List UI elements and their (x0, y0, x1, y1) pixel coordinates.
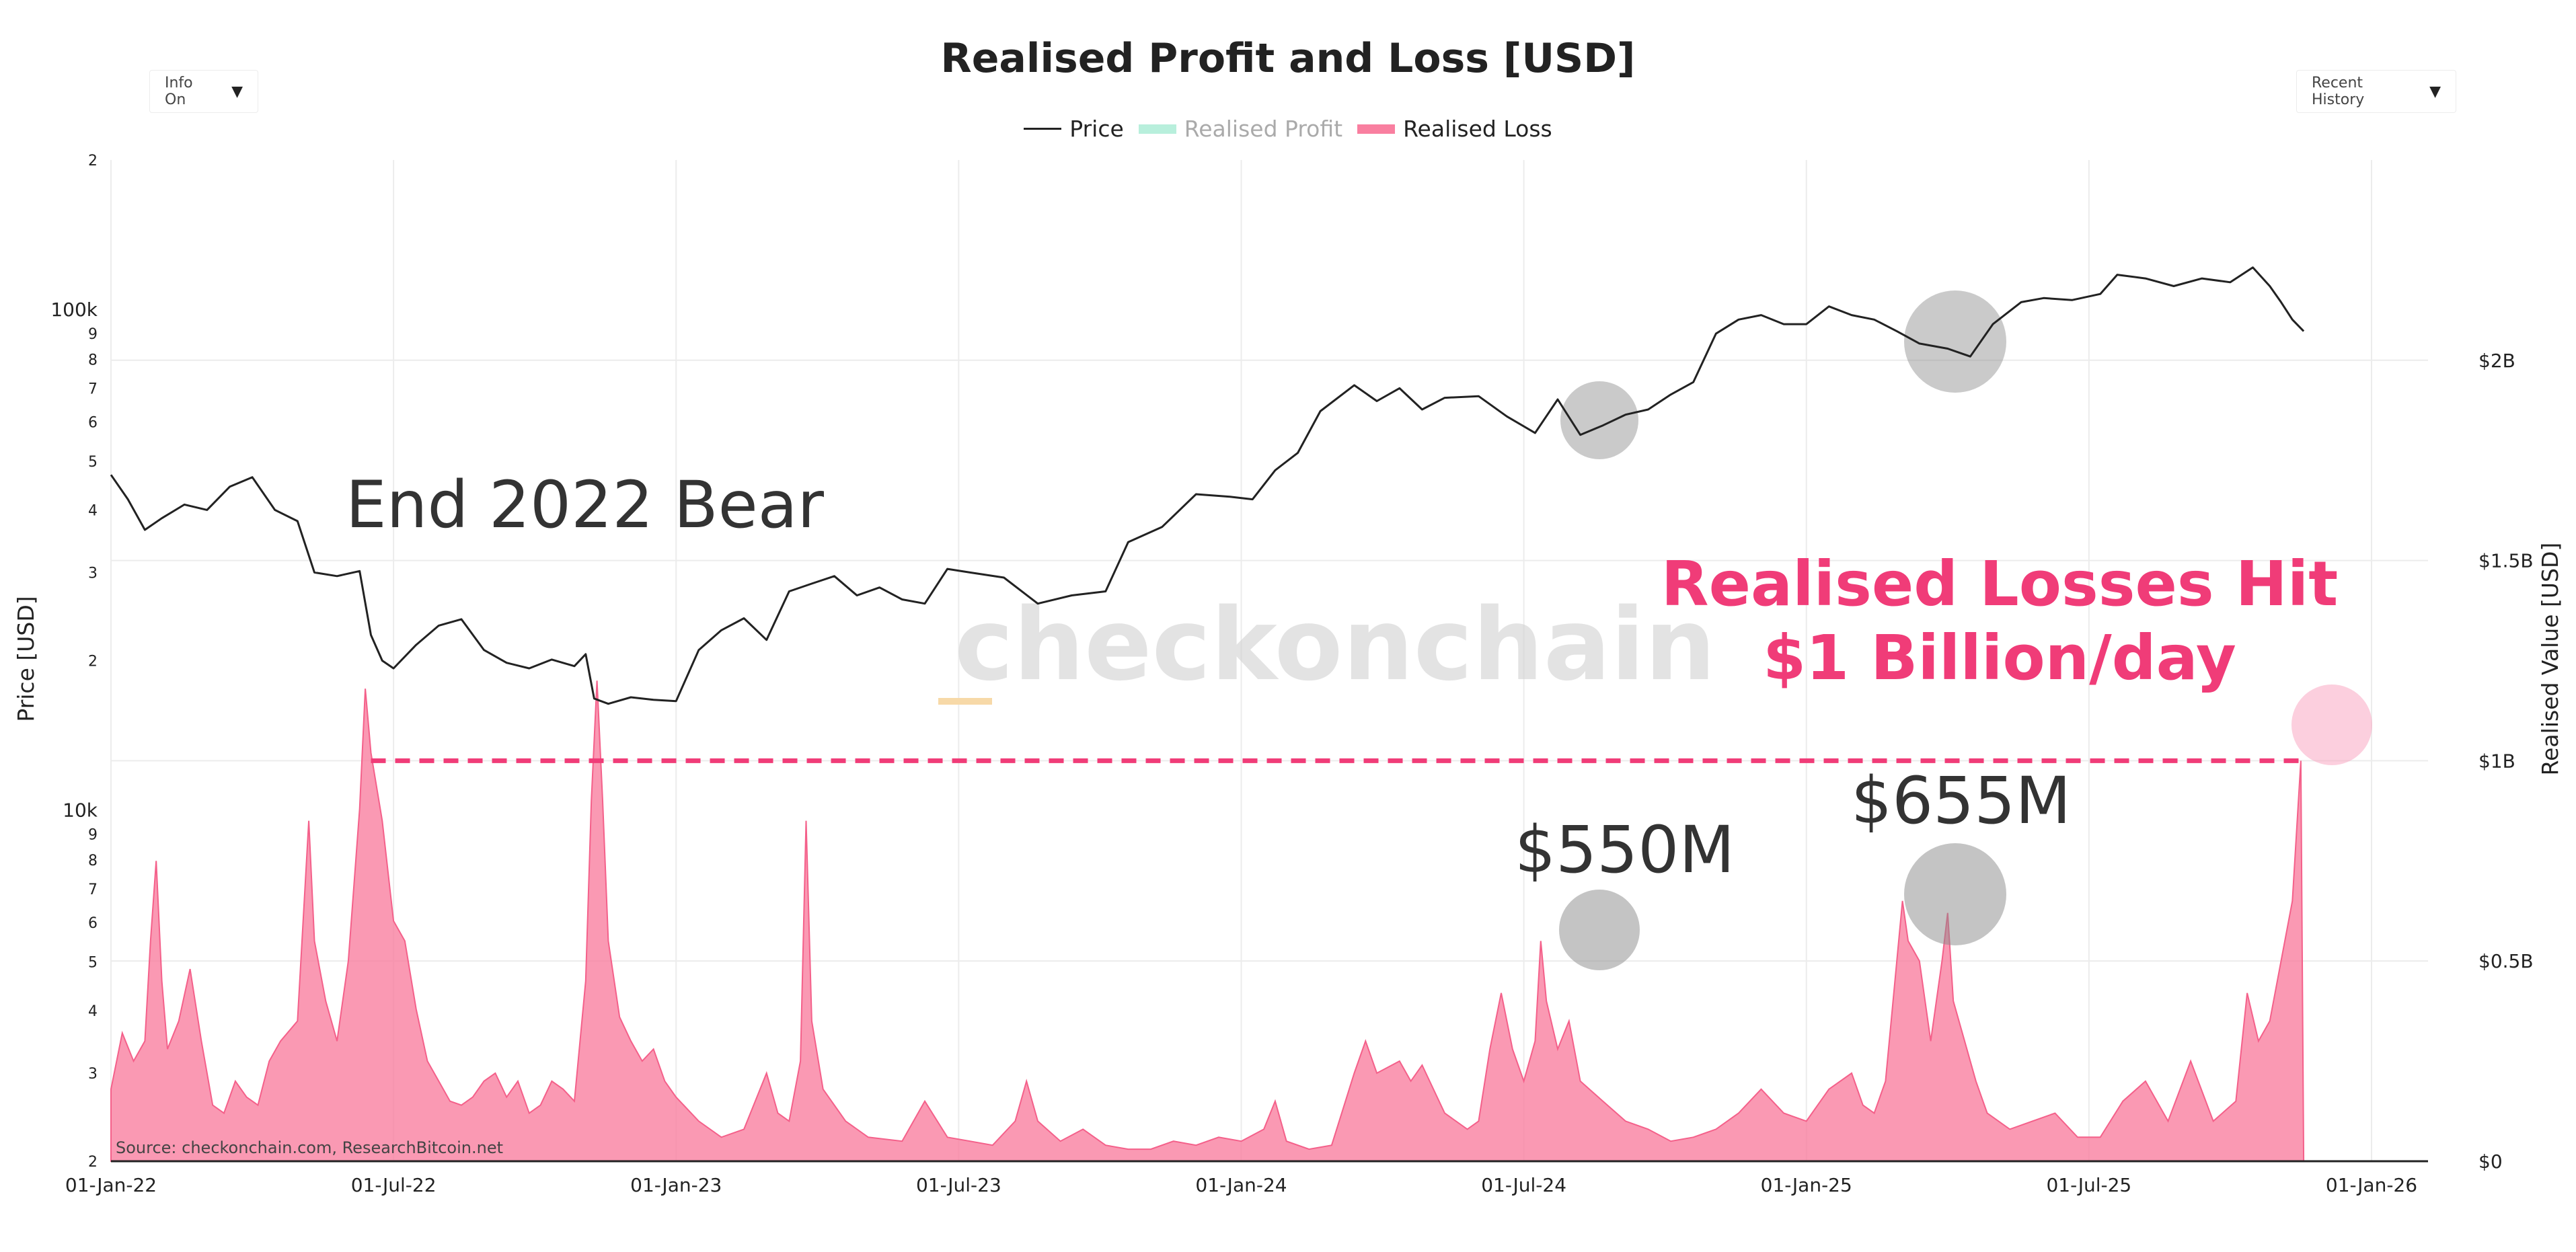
x-tick-label: 01-Jul-25 (2046, 1174, 2131, 1196)
left-tick-label: 9 (88, 827, 98, 844)
watermark: checkonchain (954, 587, 1716, 703)
right-tick-label: $0 (2478, 1150, 2503, 1173)
chevron-down-icon: ▼ (2429, 83, 2441, 100)
right-tick-label: $1B (2478, 750, 2515, 772)
left-tick-label: 3 (88, 1066, 98, 1083)
highlight-circle-loss-655m (1904, 843, 2006, 945)
x-tick-label: 01-Jul-23 (916, 1174, 1001, 1196)
legend-profit-label: Realised Profit (1184, 116, 1343, 142)
right-axis-label: Realised Value [USD] (2537, 543, 2563, 776)
highlight-circle-price-2024 (1560, 381, 1638, 459)
legend-loss-label: Realised Loss (1403, 116, 1552, 142)
left-tick-label: 4 (88, 1003, 98, 1020)
left-tick-label: 7 (88, 882, 98, 898)
profit-marker (938, 698, 992, 705)
x-tick-label: 01-Jul-22 (351, 1174, 437, 1196)
annotation-losses-hit-line1: Realised Losses Hit (1661, 548, 2338, 620)
right-tick-label: $2B (2478, 350, 2515, 372)
realised-loss-area (110, 680, 2305, 1162)
right-tick-label: $0.5B (2478, 950, 2534, 972)
left-axis-ticks: 2 3 4 5 6 7 8 9 10k 2 3 4 5 6 7 8 9 100k 2 (50, 153, 98, 1171)
chart-legend: Price Realised Profit Realised Loss (0, 116, 2576, 142)
x-axis-ticks: 01-Jan-22 01-Jul-22 01-Jan-23 01-Jul-23 01-J… (65, 1174, 2417, 1196)
left-tick-label: 100k (50, 299, 98, 321)
x-tick-label: 01-Jan-24 (1195, 1174, 1287, 1196)
legend-profit-swatch (1138, 124, 1176, 134)
highlight-circle-loss-550m (1559, 890, 1640, 970)
left-tick-label: 3 (88, 565, 98, 582)
left-tick-label: 2 (88, 1154, 98, 1171)
x-tick-label: 01-Jan-23 (630, 1174, 722, 1196)
chevron-down-icon: ▼ (231, 83, 243, 100)
legend-item-price[interactable]: Price (1024, 116, 1124, 142)
left-tick-label: 8 (88, 352, 98, 368)
chart-title: Realised Profit and Loss [USD] (940, 35, 1636, 82)
highlight-circle-price-2025 (1904, 290, 2006, 393)
realised-loss-layer (110, 680, 2305, 1162)
left-tick-label: 7 (88, 381, 98, 397)
history-dropdown-label: Recent History (2312, 75, 2365, 108)
source-text: Source: checkonchain.com, ResearchBitcoi… (116, 1138, 503, 1157)
history-dropdown[interactable]: Recent History ▼ (2296, 70, 2456, 113)
x-tick-label: 01-Jan-22 (65, 1174, 157, 1196)
legend-price-label: Price (1069, 116, 1124, 142)
price-layer (110, 266, 2305, 705)
legend-item-realised-loss[interactable]: Realised Loss (1357, 116, 1552, 142)
left-tick-label: 5 (88, 454, 98, 471)
left-tick-label: 5 (88, 955, 98, 972)
left-tick-label: 6 (88, 414, 98, 431)
left-tick-label: 4 (88, 502, 98, 519)
left-tick-label: 9 (88, 326, 98, 343)
x-tick-label: 01-Jul-24 (1481, 1174, 1566, 1196)
legend-loss-swatch (1357, 124, 1396, 134)
annotation-end-2022-bear: End 2022 Bear (346, 467, 825, 543)
annotation-losses-hit-line2: $1 Billion/day (1763, 622, 2236, 694)
right-tick-label: $1.5B (2478, 550, 2534, 572)
left-tick-label: 2 (88, 654, 98, 670)
price-line (110, 266, 2305, 705)
highlight-circle-loss-1b (2291, 684, 2372, 765)
legend-price-swatch (1024, 128, 1062, 130)
right-axis-ticks: $0 $0.5B $1B $1.5B $2B (2478, 350, 2534, 1173)
x-tick-label: 01-Jan-26 (2326, 1174, 2417, 1196)
info-dropdown-label: Info On (165, 75, 193, 108)
annotation-550m: $550M (1515, 812, 1735, 888)
highlight-circles (1559, 290, 2372, 970)
x-tick-label: 01-Jan-25 (1761, 1174, 1852, 1196)
left-tick-label: 2 (88, 153, 98, 169)
left-tick-label: 6 (88, 915, 98, 932)
left-axis-label: Price [USD] (13, 596, 39, 721)
annotation-655m: $655M (1851, 763, 2071, 838)
info-dropdown[interactable]: Info On ▼ (149, 70, 258, 113)
left-tick-label: 8 (88, 853, 98, 869)
left-tick-label: 10k (63, 799, 98, 822)
legend-item-realised-profit[interactable]: Realised Profit (1138, 116, 1343, 142)
